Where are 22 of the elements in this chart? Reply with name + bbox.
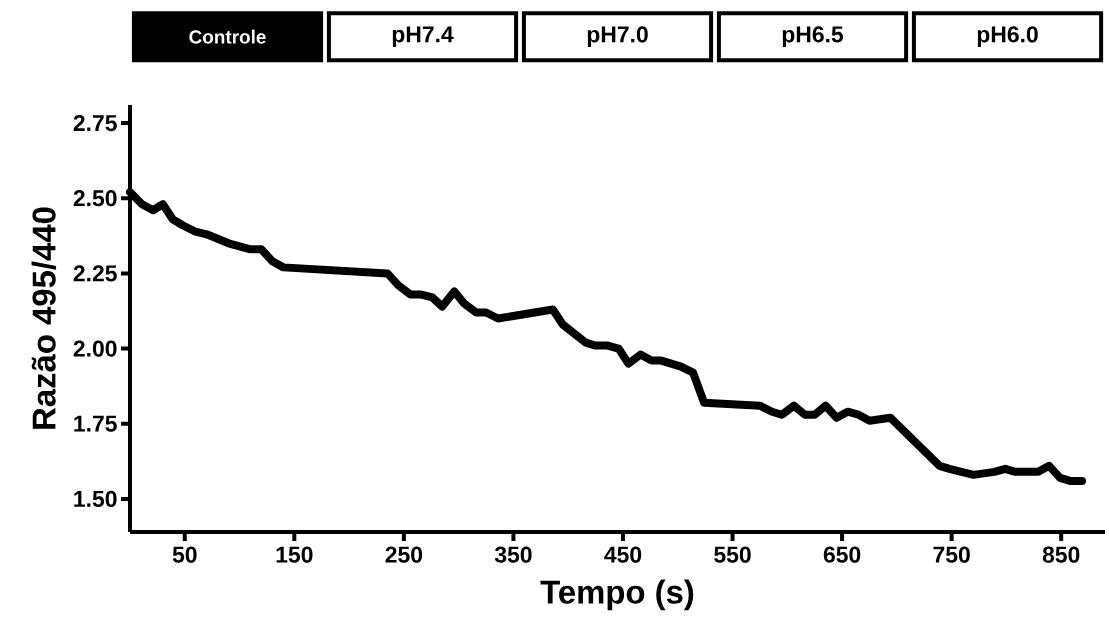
x-tick-label: 850 — [1042, 546, 1080, 563]
text: pH6.0 — [977, 26, 1038, 48]
text: Controle — [189, 29, 266, 44]
y-tick-label: 2.00 — [73, 340, 117, 357]
x-tick-label: 750 — [933, 546, 970, 563]
y-tick-label: 2.50 — [73, 190, 117, 207]
y-tick-label: 1.75 — [74, 415, 117, 432]
x-tick-label: 50 — [172, 546, 197, 563]
text: pH6.5 — [782, 26, 844, 48]
x-tick-label: 450 — [604, 546, 642, 563]
x-tick-label: 550 — [714, 546, 751, 563]
x-tick-label: 350 — [494, 546, 532, 563]
x-axis-title: Tempo (s) — [540, 579, 694, 611]
text: pH7.0 — [587, 26, 648, 48]
y-axis-title: Razão 495/440 — [31, 207, 57, 429]
x-tick-label: 150 — [276, 546, 313, 563]
x-tick-label: 250 — [385, 546, 423, 563]
text: pH7.4 — [392, 26, 454, 47]
x-tick-label: 650 — [823, 546, 861, 563]
y-tick-label: 2.75 — [73, 114, 117, 132]
y-tick-label: 1.50 — [74, 490, 117, 508]
y-tick-label: 2.25 — [73, 265, 117, 282]
